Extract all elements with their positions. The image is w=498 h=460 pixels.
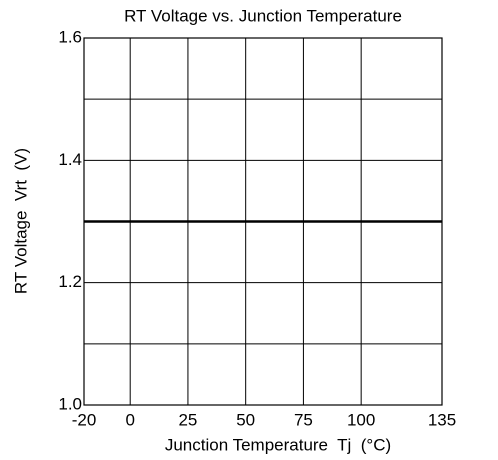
y-tick-label: 1.4 (58, 150, 82, 169)
y-tick-label: 1.6 (58, 27, 82, 46)
x-tick-label: 135 (428, 410, 456, 429)
x-axis-label: Junction Temperature Tj (°C) (165, 435, 391, 454)
x-tick-label: 100 (347, 410, 375, 429)
y-tick-label: 1.0 (58, 394, 82, 413)
chart-title: RT Voltage vs. Junction Temperature (124, 6, 402, 25)
x-tick-label: 25 (178, 410, 197, 429)
y-tick-label: 1.2 (58, 272, 82, 291)
x-tick-label: 75 (294, 410, 313, 429)
x-tick-label: 50 (236, 410, 255, 429)
x-tick-label: 0 (125, 410, 134, 429)
x-tick-label: -20 (72, 410, 97, 429)
y-axis-label: RT Voltage Vrt (V) (11, 148, 30, 294)
